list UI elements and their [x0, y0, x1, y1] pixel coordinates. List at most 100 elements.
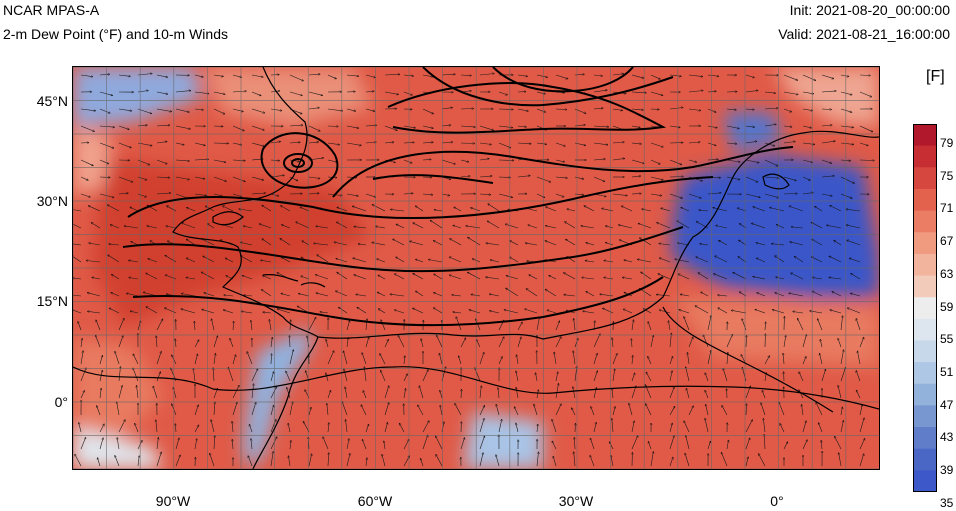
wind-arrow	[403, 159, 412, 163]
wind-arrow	[498, 337, 504, 348]
colorbar-unit: [F]	[926, 68, 945, 85]
colorbar-tick-label: 51	[940, 364, 954, 379]
wind-arrow	[479, 386, 481, 399]
wind-arrow	[771, 244, 785, 246]
wind-arrow	[175, 91, 191, 93]
wind-arrow	[270, 419, 276, 433]
wind-arrow	[586, 291, 595, 297]
wind-arrow	[271, 354, 272, 365]
colorbar-band	[913, 405, 937, 428]
wind-arrow	[591, 407, 595, 416]
wind-arrow	[281, 293, 291, 297]
wind-arrow	[441, 142, 453, 143]
wind-arrow	[194, 74, 203, 77]
wind-arrow	[593, 371, 598, 382]
wind-arrow	[745, 193, 760, 197]
wind-arrow	[840, 367, 846, 382]
wind-arrow	[251, 439, 252, 450]
wind-arrow	[317, 255, 329, 263]
wind-arrow	[593, 126, 609, 127]
wind-arrow	[382, 454, 386, 467]
wind-arrow	[244, 295, 253, 296]
wind-arrow	[536, 142, 547, 144]
wind-arrow	[290, 320, 291, 331]
wind-arrow	[840, 316, 843, 331]
wind-arrow	[516, 387, 519, 399]
wind-arrow	[381, 320, 386, 331]
wind-arrow	[846, 225, 861, 229]
wind-arrow	[308, 193, 319, 194]
wind-arrow	[745, 176, 758, 182]
wind-arrow	[308, 142, 319, 143]
wind-arrow	[479, 142, 492, 145]
wind-arrow	[80, 390, 85, 399]
wind-arrow	[726, 176, 740, 180]
wind-arrow	[232, 142, 242, 145]
wind-arrow	[241, 311, 253, 314]
wind-arrow	[812, 277, 823, 280]
wind-arrow	[746, 404, 747, 416]
wind-arrow	[612, 388, 613, 399]
wind-arrow	[657, 223, 671, 229]
wind-arrow	[840, 91, 852, 95]
wind-arrow	[80, 368, 86, 382]
wind-arrow	[118, 420, 125, 433]
wind-arrow	[555, 142, 565, 146]
colorbar-band	[913, 362, 937, 385]
wind-arrow	[827, 225, 842, 229]
wind-arrow	[232, 74, 242, 77]
wind-arrow	[365, 193, 376, 197]
wind-arrow	[366, 458, 367, 467]
wind-arrow	[574, 338, 578, 348]
wind-arrow	[536, 176, 551, 182]
wind-arrow	[707, 142, 716, 146]
wind-arrow	[346, 108, 356, 111]
wind-arrow	[745, 90, 758, 93]
wind-arrow	[726, 125, 739, 129]
wind-arrow	[713, 208, 728, 212]
wind-arrow	[631, 194, 641, 195]
wind-arrow	[783, 442, 788, 450]
wind-arrow	[460, 159, 469, 162]
wind-arrow	[506, 276, 519, 280]
wind-arrow	[686, 367, 690, 382]
wind-arrow	[812, 239, 823, 246]
wind-arrow	[726, 109, 737, 110]
wind-arrow	[783, 108, 792, 112]
wind-arrow	[346, 338, 348, 348]
wind-arrow	[496, 404, 500, 416]
colorbar-band	[913, 188, 937, 212]
wind-arrow	[745, 109, 754, 110]
wind-arrow	[821, 91, 836, 93]
wind-arrow	[536, 373, 538, 382]
wind-arrow	[210, 453, 215, 467]
wind-arrow	[262, 239, 272, 246]
wind-arrow	[396, 224, 405, 229]
wind-arrow	[214, 435, 215, 450]
wind-arrow	[390, 209, 405, 212]
wind-arrow	[194, 142, 205, 145]
wind-arrow	[156, 420, 158, 433]
colorbar-band	[913, 318, 937, 341]
wind-arrow	[453, 225, 462, 229]
wind-arrow	[688, 91, 703, 93]
wind-arrow	[590, 438, 595, 450]
wind-arrow	[802, 125, 812, 128]
wind-arrow	[650, 142, 663, 147]
wind-arrow	[434, 274, 443, 280]
wind-arrow	[384, 402, 389, 416]
wind-arrow	[213, 159, 226, 162]
wind-arrow	[554, 352, 557, 365]
wind-arrow	[327, 126, 338, 127]
wind-arrow	[688, 159, 697, 162]
wind-arrow	[441, 108, 453, 110]
wind-arrow	[213, 353, 216, 365]
wind-arrow	[213, 176, 227, 181]
wind-arrow	[498, 142, 511, 148]
wind-arrow	[586, 243, 595, 246]
colorbar-band	[913, 275, 937, 298]
wind-arrow	[362, 439, 367, 450]
wind-arrow	[618, 225, 633, 229]
wind-arrow	[669, 457, 673, 467]
wind-arrow	[536, 452, 539, 467]
